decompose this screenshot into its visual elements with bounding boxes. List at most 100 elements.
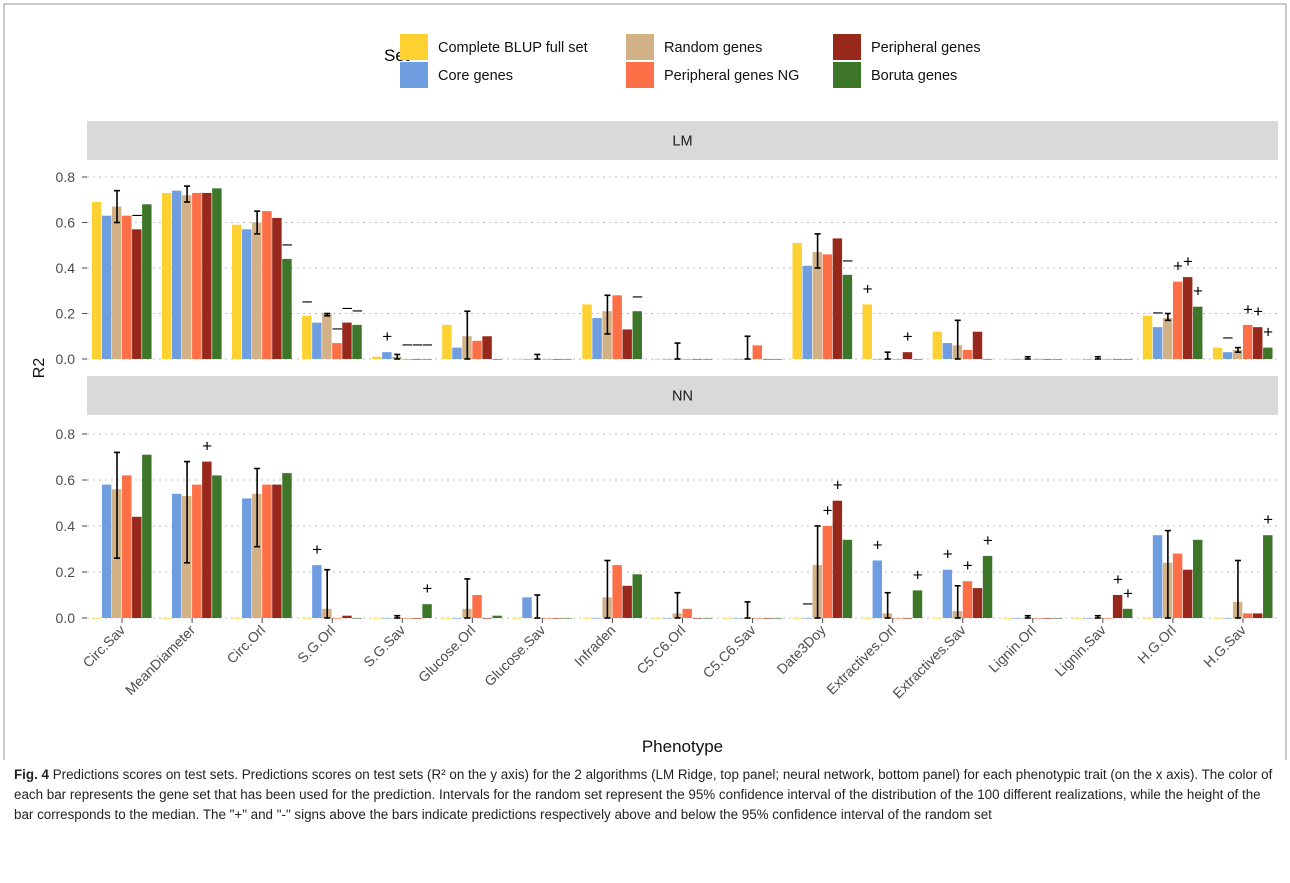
bar [542,618,552,619]
y-tick-label: 0.4 [56,260,76,276]
bar [1002,359,1013,360]
bar [402,618,412,619]
bar [622,329,632,359]
bar [942,343,953,359]
bar [1152,535,1163,618]
bar [302,618,312,619]
x-axis-title: Phenotype [642,737,723,756]
bar [212,188,222,359]
bar [612,565,622,618]
bar [452,618,462,619]
bar [192,484,202,618]
bar [1222,352,1233,359]
x-tick-label: H.G.Orl [1134,622,1179,667]
x-tick-label: Circ.Sav [79,622,128,671]
bar [242,498,252,618]
bar [732,618,742,619]
bar [862,618,872,619]
bar [892,359,903,360]
y-tick-label: 0.0 [56,610,76,626]
bar [382,618,392,619]
bar [662,359,672,360]
bar [632,574,642,618]
legend-swatch [626,34,654,60]
legend-swatch [833,34,861,60]
bar [342,615,352,618]
bar [111,206,122,359]
bar [552,618,562,619]
bar [172,493,182,618]
legend-swatch [400,62,428,88]
bar [1032,359,1043,360]
significance-sign: + [312,540,322,559]
bar [872,560,883,618]
x-tick-label: Extractives.Sav [889,622,969,702]
bar [372,618,382,619]
significance-sign: – [423,334,433,353]
legend-label: Peripheral genes NG [664,68,799,84]
bar [932,331,943,359]
legend-label: Peripheral genes [871,40,981,56]
x-tick-label: Glucose.Sav [481,622,548,689]
bar [682,359,692,360]
bar [562,359,572,360]
bar [122,475,132,618]
significance-sign: + [863,279,873,298]
significance-sign: – [843,250,853,269]
bar [182,195,192,359]
significance-sign: – [353,300,363,319]
bar [332,343,342,359]
bar [1042,618,1053,619]
legend-swatch [833,62,861,88]
bar [101,215,112,359]
significance-sign: + [202,437,212,456]
bar [892,618,903,619]
bar [982,359,993,360]
x-tick-label: C5.C6.Sav [699,622,758,681]
bar [1263,347,1273,359]
bar [792,618,802,619]
significance-sign: + [382,327,392,346]
bar [332,618,342,619]
bar [142,204,152,359]
significance-sign: – [803,593,813,612]
x-tick-label: Infraden [571,622,619,670]
bar [902,352,913,359]
bar [1102,359,1113,360]
bar [192,192,202,359]
significance-sign: – [332,318,342,337]
significance-sign: – [302,291,312,310]
bar [1172,553,1183,618]
bar [1122,359,1133,360]
bar [322,313,332,359]
significance-sign: – [403,334,413,353]
bar [582,618,592,619]
bar [752,618,763,619]
x-tick-label: Lignin.Sav [1051,622,1109,680]
bar [352,618,362,619]
bar [302,315,312,359]
bar [562,618,572,619]
bar [372,356,382,359]
bar [312,322,322,359]
y-tick-label: 0.6 [56,472,76,488]
bar [652,618,662,619]
bar [492,359,502,360]
significance-sign: + [913,565,923,584]
x-tick-label: S.G.Orl [294,622,338,666]
bar [412,618,422,619]
significance-sign: – [343,298,353,317]
bar [282,258,292,359]
bar [1242,613,1253,618]
significance-sign: + [943,545,953,564]
x-tick-label: Lignin.Orl [985,622,1039,676]
bar [1072,359,1083,360]
significance-sign: + [1193,282,1203,301]
bar [91,202,102,359]
bar [1253,327,1263,359]
significance-sign: + [1123,584,1133,603]
bar [1212,618,1223,619]
bar [212,475,222,618]
